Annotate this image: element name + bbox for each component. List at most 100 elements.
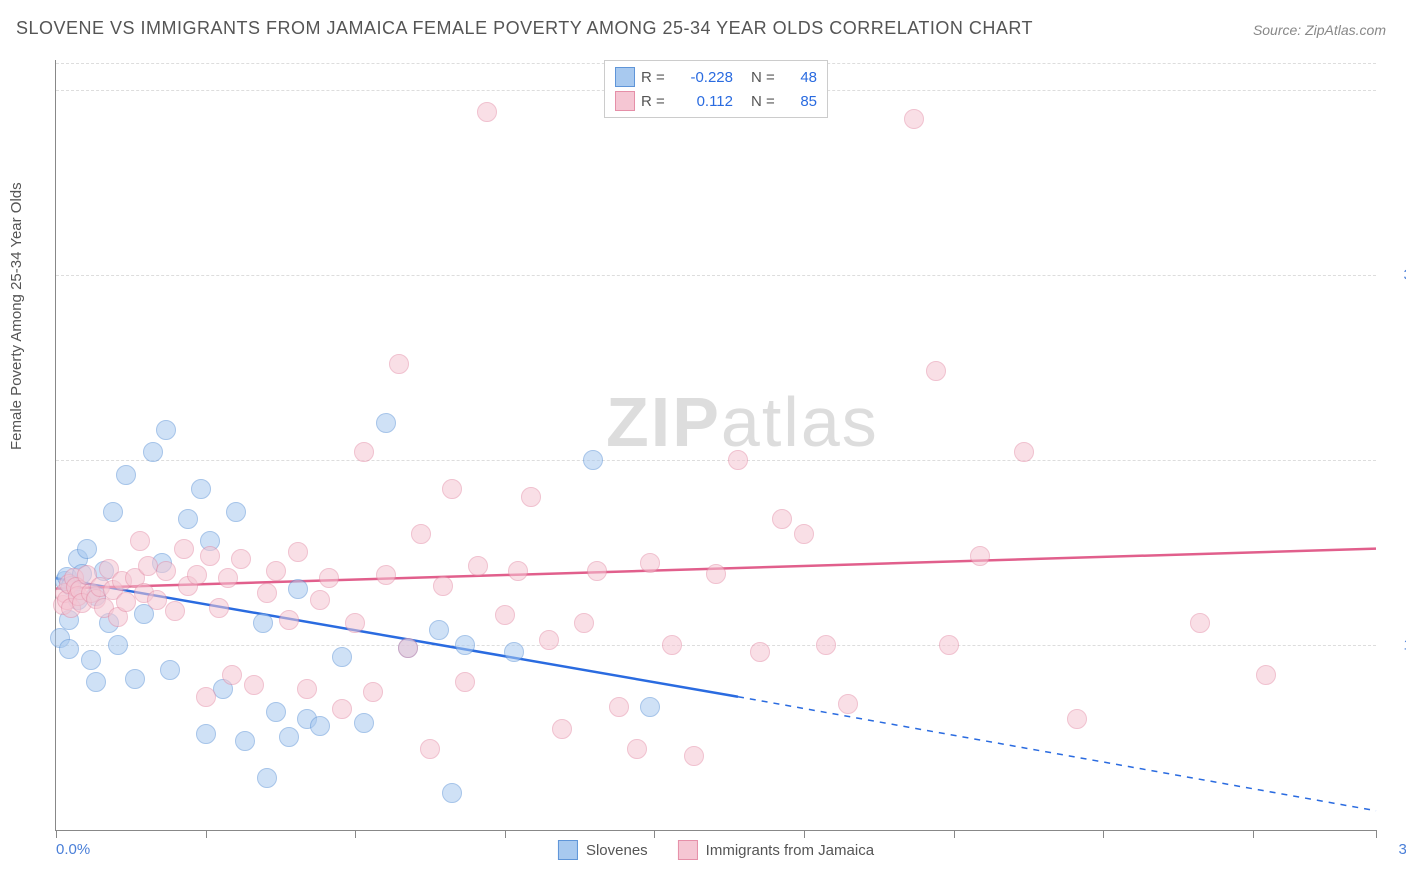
legend-row-slovenes: R = -0.228 N = 48 bbox=[615, 65, 817, 89]
data-point-slovenes bbox=[376, 413, 396, 433]
data-point-slovenes bbox=[288, 579, 308, 599]
source-label: Source: ZipAtlas.com bbox=[1253, 22, 1386, 38]
data-point-slovenes bbox=[103, 502, 123, 522]
data-point-slovenes bbox=[253, 613, 273, 633]
data-point-slovenes bbox=[59, 639, 79, 659]
y-tick-label: 12.5% bbox=[1386, 636, 1406, 653]
data-point-jamaica bbox=[926, 361, 946, 381]
data-point-jamaica bbox=[552, 719, 572, 739]
data-point-jamaica bbox=[495, 605, 515, 625]
data-point-jamaica bbox=[939, 635, 959, 655]
data-point-jamaica bbox=[970, 546, 990, 566]
data-point-slovenes bbox=[143, 442, 163, 462]
data-point-jamaica bbox=[209, 598, 229, 618]
data-point-slovenes bbox=[504, 642, 524, 662]
x-tick-label: 0.0% bbox=[56, 841, 90, 858]
r-label: R = bbox=[641, 93, 671, 110]
data-point-jamaica bbox=[904, 109, 924, 129]
data-point-slovenes bbox=[77, 539, 97, 559]
data-point-jamaica bbox=[218, 568, 238, 588]
swatch-slovenes-bottom bbox=[558, 840, 578, 860]
data-point-slovenes bbox=[160, 660, 180, 680]
data-point-jamaica bbox=[816, 635, 836, 655]
data-point-jamaica bbox=[319, 568, 339, 588]
legend-label-jamaica: Immigrants from Jamaica bbox=[706, 842, 874, 859]
data-point-jamaica bbox=[442, 479, 462, 499]
data-point-jamaica bbox=[1014, 442, 1034, 462]
r-label: R = bbox=[641, 69, 671, 86]
data-point-jamaica bbox=[772, 509, 792, 529]
data-point-jamaica bbox=[297, 679, 317, 699]
data-point-jamaica bbox=[279, 610, 299, 630]
n-label: N = bbox=[751, 69, 781, 86]
data-point-slovenes bbox=[583, 450, 603, 470]
data-point-jamaica bbox=[266, 561, 286, 581]
series-legend: Slovenes Immigrants from Jamaica bbox=[558, 840, 874, 860]
data-point-slovenes bbox=[455, 635, 475, 655]
data-point-jamaica bbox=[174, 539, 194, 559]
data-point-jamaica bbox=[838, 694, 858, 714]
n-value-slovenes: 48 bbox=[787, 69, 817, 86]
data-point-jamaica bbox=[411, 524, 431, 544]
r-value-jamaica: 0.112 bbox=[677, 93, 733, 110]
data-point-jamaica bbox=[244, 675, 264, 695]
data-point-slovenes bbox=[332, 647, 352, 667]
data-point-jamaica bbox=[477, 102, 497, 122]
data-point-jamaica bbox=[627, 739, 647, 759]
data-point-slovenes bbox=[226, 502, 246, 522]
data-point-jamaica bbox=[728, 450, 748, 470]
data-point-jamaica bbox=[574, 613, 594, 633]
data-point-jamaica bbox=[587, 561, 607, 581]
data-point-jamaica bbox=[376, 565, 396, 585]
data-point-jamaica bbox=[521, 487, 541, 507]
data-point-slovenes bbox=[429, 620, 449, 640]
swatch-jamaica bbox=[615, 91, 635, 111]
data-point-slovenes bbox=[354, 713, 374, 733]
data-point-jamaica bbox=[468, 556, 488, 576]
data-point-slovenes bbox=[257, 768, 277, 788]
x-tick-label: 30.0% bbox=[1398, 841, 1406, 858]
data-point-jamaica bbox=[354, 442, 374, 462]
data-point-slovenes bbox=[442, 783, 462, 803]
data-point-slovenes bbox=[640, 697, 660, 717]
data-point-jamaica bbox=[130, 531, 150, 551]
r-value-slovenes: -0.228 bbox=[677, 69, 733, 86]
data-point-jamaica bbox=[455, 672, 475, 692]
trendline-slovenes-extrapolated bbox=[738, 697, 1376, 811]
data-point-jamaica bbox=[684, 746, 704, 766]
data-point-jamaica bbox=[231, 549, 251, 569]
data-point-slovenes bbox=[108, 635, 128, 655]
data-point-jamaica bbox=[640, 553, 660, 573]
data-point-slovenes bbox=[125, 669, 145, 689]
data-point-jamaica bbox=[288, 542, 308, 562]
legend-label-slovenes: Slovenes bbox=[586, 842, 648, 859]
data-point-jamaica bbox=[196, 687, 216, 707]
legend-item-jamaica: Immigrants from Jamaica bbox=[678, 840, 874, 860]
trend-lines bbox=[56, 60, 1376, 830]
correlation-legend: R = -0.228 N = 48 R = 0.112 N = 85 bbox=[604, 60, 828, 118]
data-point-jamaica bbox=[420, 739, 440, 759]
data-point-jamaica bbox=[398, 638, 418, 658]
legend-item-slovenes: Slovenes bbox=[558, 840, 648, 860]
plot-area: ZIPatlas 12.5%37.5% 0.0%30.0% R = -0.228… bbox=[55, 60, 1376, 831]
data-point-jamaica bbox=[165, 601, 185, 621]
data-point-jamaica bbox=[363, 682, 383, 702]
data-point-jamaica bbox=[609, 697, 629, 717]
n-value-jamaica: 85 bbox=[787, 93, 817, 110]
data-point-slovenes bbox=[191, 479, 211, 499]
data-point-slovenes bbox=[196, 724, 216, 744]
data-point-slovenes bbox=[156, 420, 176, 440]
swatch-slovenes bbox=[615, 67, 635, 87]
data-point-jamaica bbox=[156, 561, 176, 581]
data-point-jamaica bbox=[200, 546, 220, 566]
data-point-slovenes bbox=[279, 727, 299, 747]
data-point-slovenes bbox=[235, 731, 255, 751]
swatch-jamaica-bottom bbox=[678, 840, 698, 860]
data-point-jamaica bbox=[1256, 665, 1276, 685]
chart-title: SLOVENE VS IMMIGRANTS FROM JAMAICA FEMAL… bbox=[16, 18, 1033, 39]
data-point-jamaica bbox=[662, 635, 682, 655]
legend-row-jamaica: R = 0.112 N = 85 bbox=[615, 89, 817, 113]
data-point-slovenes bbox=[81, 650, 101, 670]
data-point-jamaica bbox=[706, 564, 726, 584]
data-point-slovenes bbox=[116, 465, 136, 485]
